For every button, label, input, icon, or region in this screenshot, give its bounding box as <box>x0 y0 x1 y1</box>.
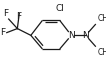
Text: N: N <box>82 31 89 40</box>
Text: F: F <box>16 12 21 21</box>
Text: F: F <box>0 28 6 37</box>
Text: F: F <box>3 9 8 18</box>
Text: CH₃: CH₃ <box>97 14 106 23</box>
Text: N: N <box>68 31 75 40</box>
Text: CH₃: CH₃ <box>97 48 106 57</box>
Text: Cl: Cl <box>55 4 64 13</box>
